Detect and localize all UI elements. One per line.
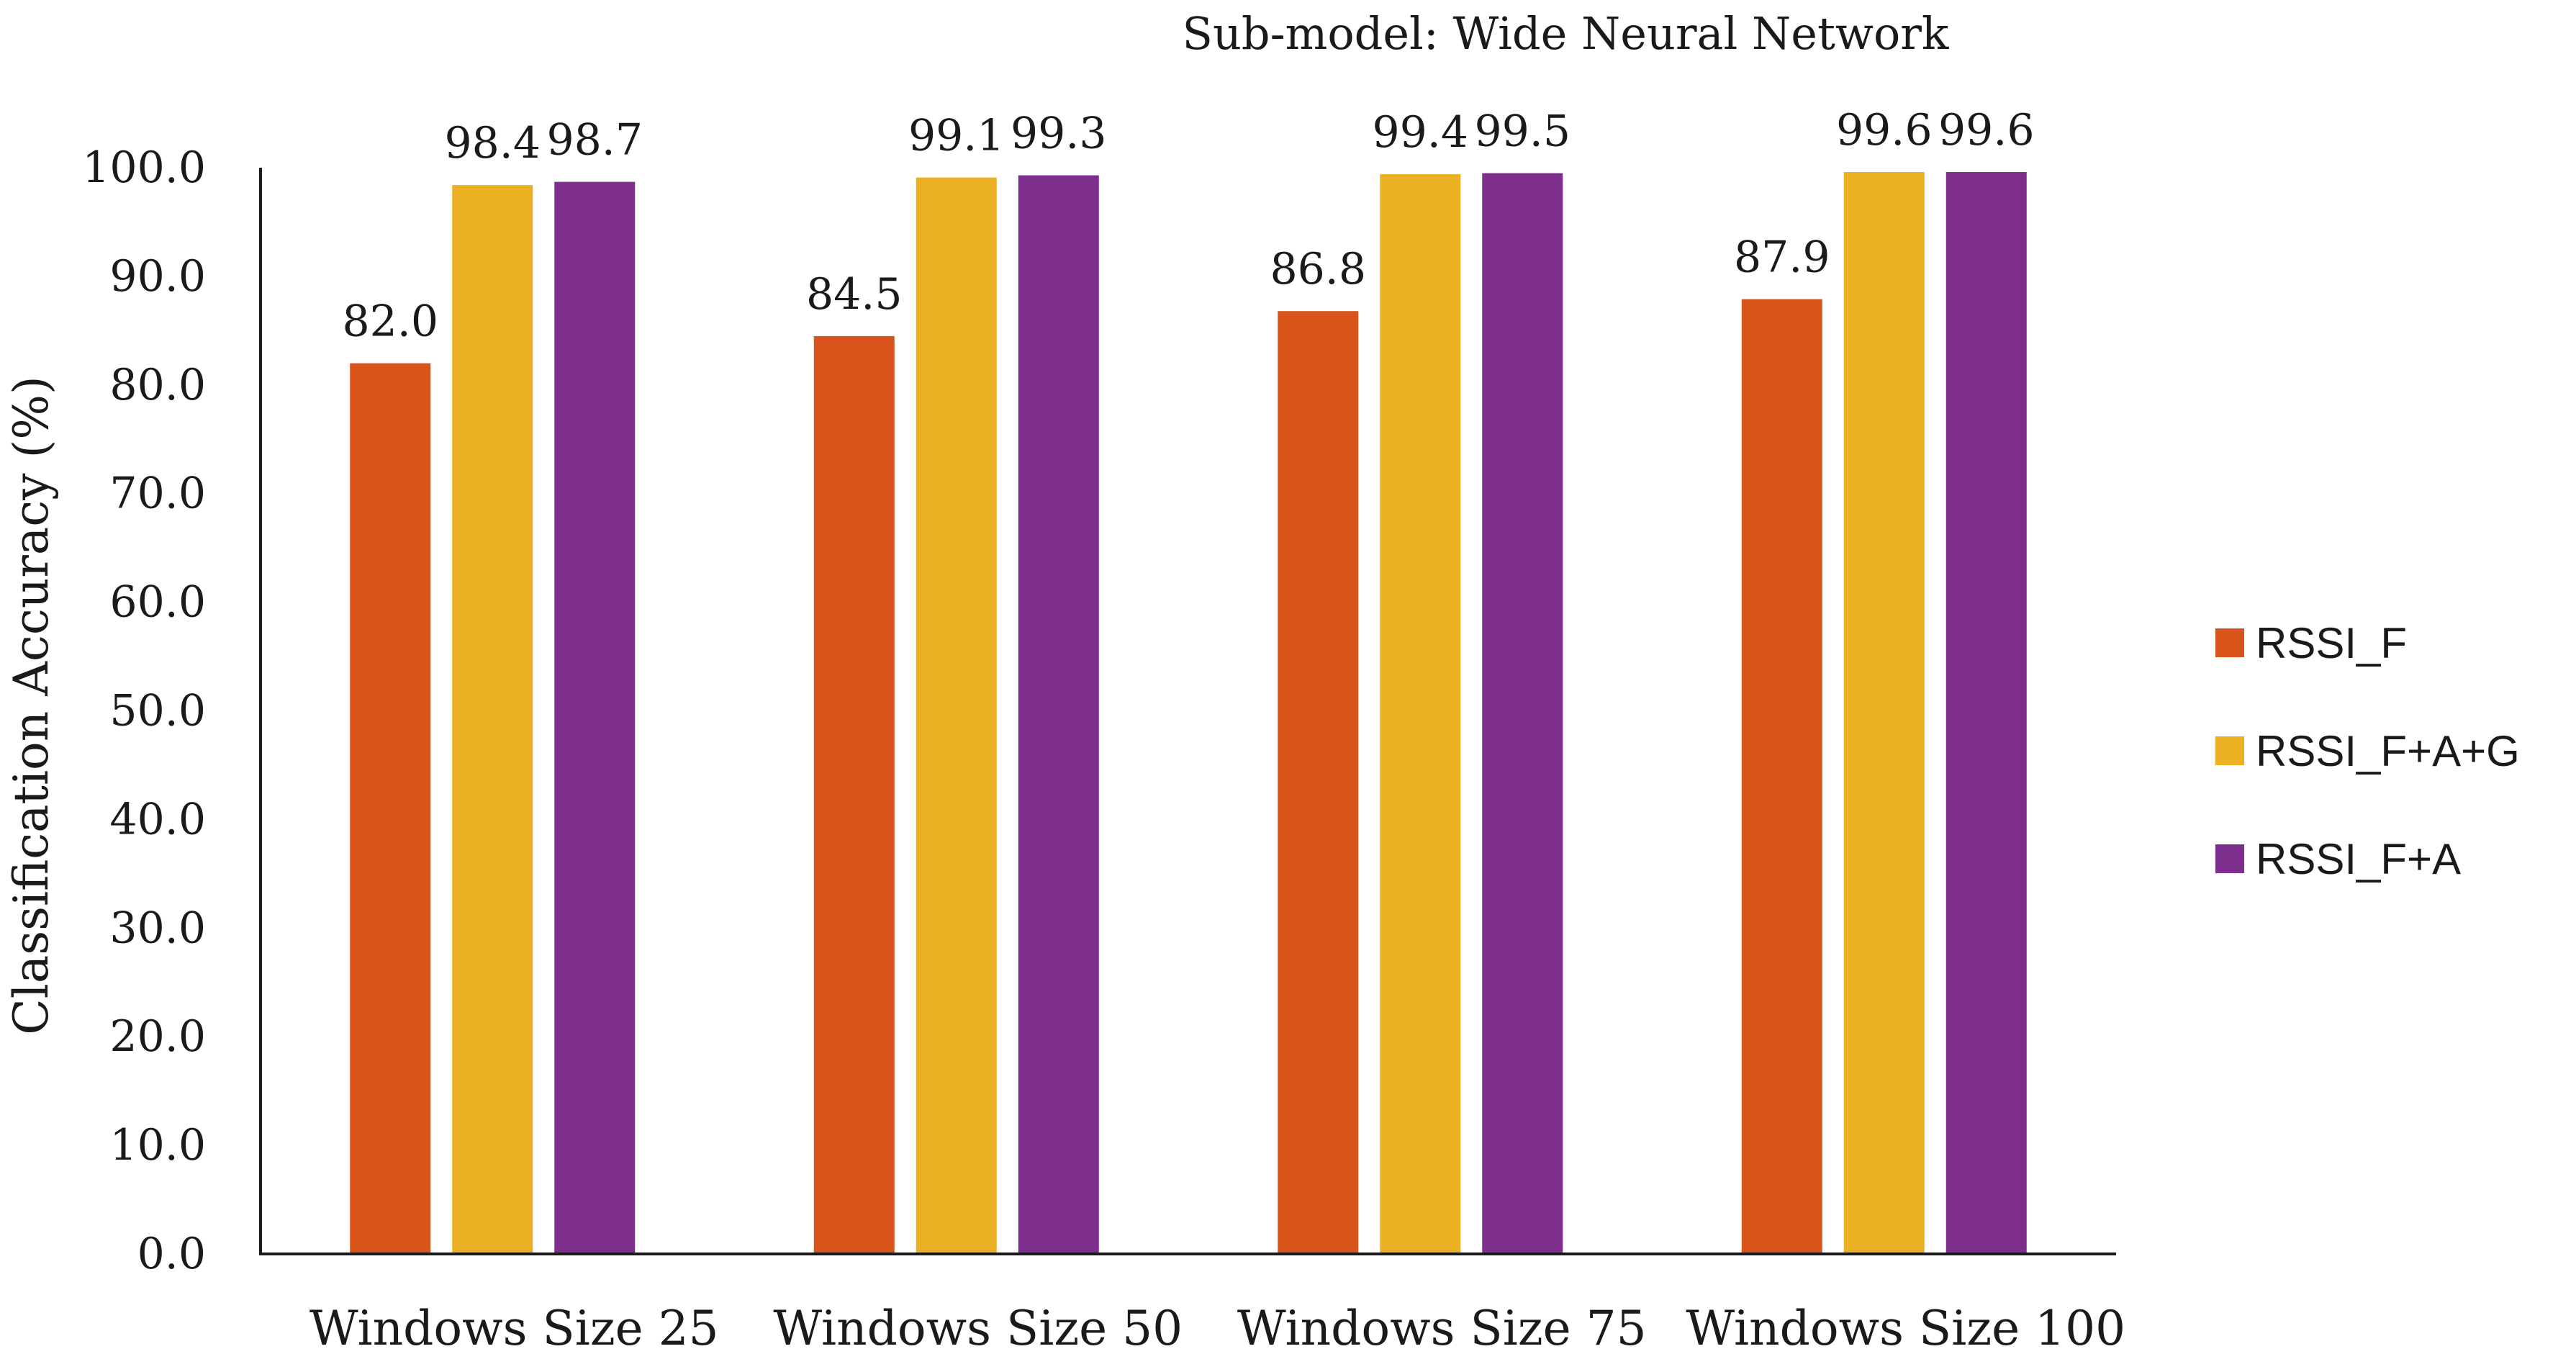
- y-tick-label: 90.0: [109, 251, 206, 302]
- bar: [1945, 172, 2027, 1254]
- legend-swatch: [2215, 844, 2244, 873]
- bar: [1278, 311, 1359, 1254]
- data-label: 82.0: [342, 297, 438, 347]
- data-labels: 82.0 98.4 98.7 84.5 99.1 99.3 86.8 99.4 99.5 87.9…: [342, 105, 2034, 347]
- y-tick-label: 40.0: [109, 794, 206, 844]
- data-label: 84.5: [806, 269, 903, 320]
- data-label: 99.6: [1836, 105, 1933, 155]
- bar-series: [350, 172, 2027, 1255]
- bar: [916, 177, 997, 1254]
- bar: [1018, 175, 1099, 1255]
- legend-swatch: [2215, 628, 2244, 657]
- data-label: 98.7: [546, 115, 643, 166]
- bar: [1380, 174, 1461, 1255]
- x-tick-label: Windows Size 100: [1686, 1301, 2125, 1356]
- x-tick-label: Windows Size 50: [773, 1301, 1183, 1356]
- legend: RSSI_F RSSI_F+A+G RSSI_F+A: [2215, 619, 2520, 883]
- legend-label: RSSI_F: [2256, 619, 2407, 667]
- legend-label: RSSI_F+A: [2256, 835, 2461, 883]
- y-tick-label: 80.0: [109, 360, 206, 410]
- data-label: 87.9: [1734, 233, 1830, 283]
- chart-title: Sub-model: Wide Neural Network: [1183, 7, 1949, 60]
- bar: [813, 335, 895, 1254]
- data-label: 99.5: [1474, 107, 1571, 157]
- y-tick-label: 70.0: [109, 469, 206, 519]
- data-label: 98.4: [444, 118, 541, 168]
- bar: [554, 181, 636, 1255]
- y-tick-label: 0.0: [137, 1229, 206, 1279]
- data-label: 86.8: [1270, 244, 1366, 294]
- y-tick-label: 10.0: [109, 1120, 206, 1170]
- legend-label: RSSI_F+A+G: [2256, 727, 2520, 775]
- data-label: 99.4: [1372, 107, 1468, 158]
- y-tick-label: 50.0: [109, 686, 206, 736]
- x-axis-labels: Windows Size 25 Windows Size 50 Windows Si…: [309, 1301, 2125, 1356]
- y-tick-label: 20.0: [109, 1011, 206, 1062]
- x-tick-label: Windows Size 25: [309, 1301, 719, 1356]
- legend-swatch: [2215, 736, 2244, 765]
- x-tick-label: Windows Size 75: [1237, 1301, 1647, 1356]
- y-tick-label: 30.0: [109, 903, 206, 953]
- y-axis-ticks: 0.0 10.0 20.0 30.0 40.0 50.0 60.0 70.0 80.0 90.0 1…: [82, 143, 206, 1279]
- bar: [350, 363, 431, 1254]
- bar: [452, 185, 533, 1254]
- data-label: 99.6: [1938, 105, 2035, 155]
- bar: [1741, 299, 1822, 1254]
- bar: [1843, 172, 1925, 1254]
- bar: [1482, 173, 1563, 1254]
- y-tick-label: 60.0: [109, 577, 206, 628]
- y-axis-title: Classification Accuracy (%): [4, 376, 59, 1034]
- y-tick-label: 100.0: [82, 143, 206, 193]
- data-label: 99.1: [908, 111, 1005, 161]
- data-label: 99.3: [1011, 109, 1107, 159]
